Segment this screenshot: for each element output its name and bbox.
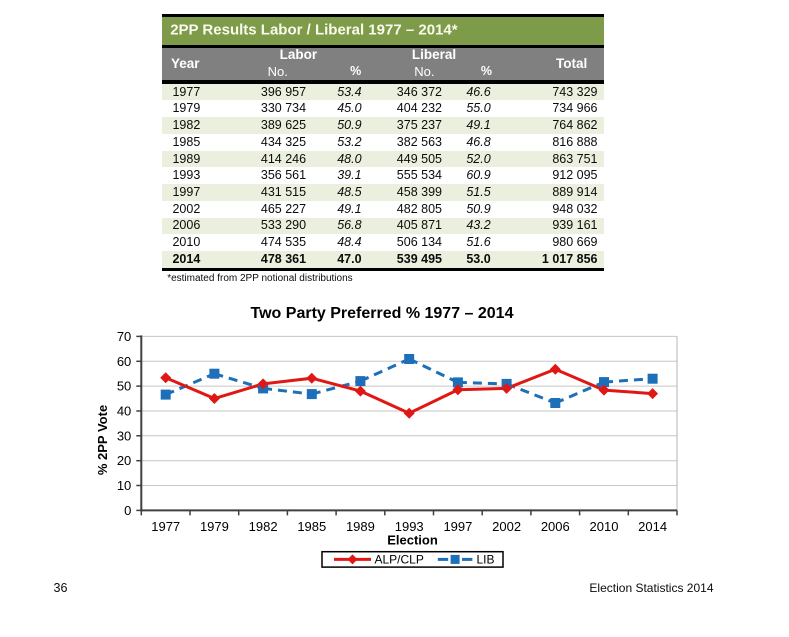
svg-text:1985: 1985 [297,519,326,534]
svg-text:1993: 1993 [395,519,424,534]
svg-text:10: 10 [117,478,131,493]
svg-text:LIB: LIB [477,553,495,567]
svg-text:ALP/CLP: ALP/CLP [375,553,424,567]
svg-text:1997: 1997 [443,519,472,534]
svg-text:2002: 2002 [492,519,521,534]
svg-text:50: 50 [117,379,131,394]
svg-text:1982: 1982 [249,519,278,534]
svg-text:1977: 1977 [151,519,180,534]
svg-text:40: 40 [117,404,131,419]
svg-text:60: 60 [117,354,131,369]
svg-text:30: 30 [117,428,131,443]
svg-text:Two Party Preferred % 1977 – 2: Two Party Preferred % 1977 – 2014 [251,305,514,322]
svg-text:1979: 1979 [200,519,229,534]
svg-text:20: 20 [117,453,131,468]
svg-text:2014: 2014 [638,519,667,534]
svg-text:2010: 2010 [590,519,619,534]
svg-text:0: 0 [124,503,131,518]
svg-text:2006: 2006 [541,519,570,534]
svg-text:Election: Election [387,533,438,548]
svg-text:1989: 1989 [346,519,375,534]
svg-text:70: 70 [117,329,131,344]
svg-text:% 2PP Vote: % 2PP Vote [95,405,110,475]
